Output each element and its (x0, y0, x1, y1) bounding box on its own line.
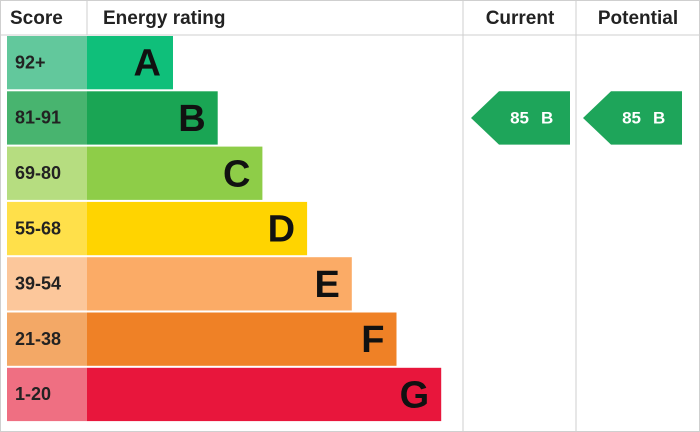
score-label: 21-38 (15, 329, 61, 349)
current-arrow (471, 91, 570, 145)
rating-bar (87, 312, 397, 366)
rating-bar (87, 91, 218, 145)
score-label: 55-68 (15, 218, 61, 238)
score-label: 39-54 (15, 274, 61, 294)
rating-letter: G (400, 374, 430, 416)
score-label: 92+ (15, 52, 46, 72)
rating-bar (87, 36, 173, 90)
rating-letter: A (134, 43, 161, 85)
current-value: 85 (510, 108, 529, 127)
score-cell (7, 257, 87, 311)
rating-letter: C (223, 153, 250, 195)
rating-letter: F (361, 319, 384, 361)
header-current: Current (486, 8, 555, 29)
rating-letter: D (268, 209, 295, 251)
rating-bar (87, 257, 352, 311)
current-letter: B (541, 108, 553, 127)
header-score: Score (10, 8, 63, 29)
score-cell (7, 36, 87, 90)
rating-bar (87, 146, 263, 200)
score-label: 81-91 (15, 108, 61, 128)
rating-letter: E (314, 264, 339, 306)
score-cell (7, 91, 87, 145)
score-cell (7, 367, 87, 422)
rating-bar (87, 201, 308, 256)
score-label: 1-20 (15, 384, 51, 404)
header-rating: Energy rating (103, 8, 225, 29)
score-cell (7, 312, 87, 366)
score-cell (7, 146, 87, 200)
rating-bar (87, 367, 442, 422)
score-cell (7, 201, 87, 256)
score-label: 69-80 (15, 163, 61, 183)
potential-letter: B (653, 108, 665, 127)
potential-arrow (583, 91, 682, 145)
header-potential: Potential (598, 8, 678, 29)
potential-value: 85 (622, 108, 641, 127)
rating-letter: B (178, 98, 205, 140)
